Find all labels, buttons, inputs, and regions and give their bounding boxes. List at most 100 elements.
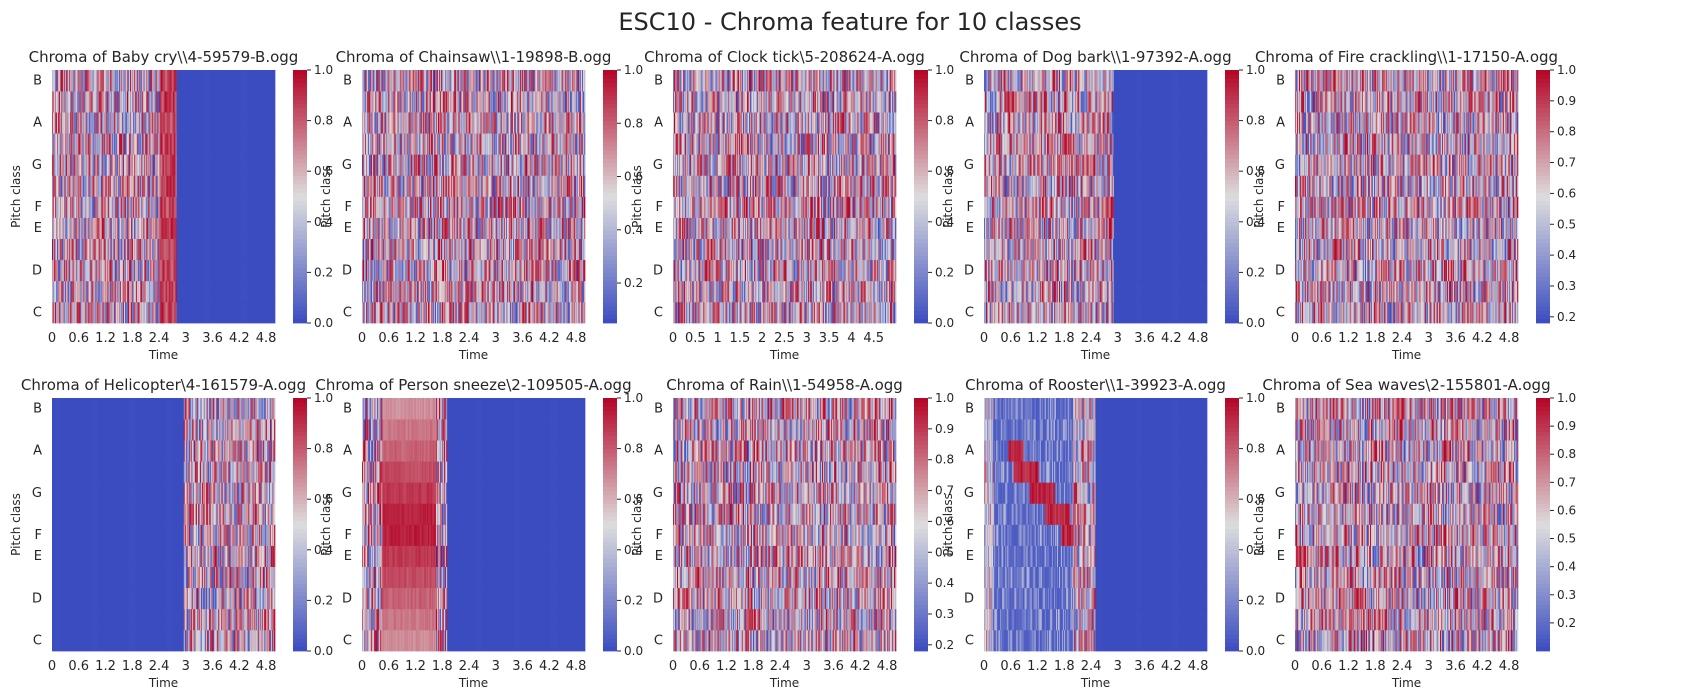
heatmap-cell bbox=[86, 133, 88, 155]
heatmap-cell bbox=[156, 133, 158, 155]
heatmap-cell bbox=[70, 196, 72, 218]
heatmap-cell bbox=[61, 175, 63, 197]
heatmap-cell bbox=[228, 238, 230, 261]
heatmap-cell bbox=[190, 280, 193, 303]
heatmap-cell bbox=[63, 301, 65, 324]
heatmap-cell bbox=[258, 238, 261, 261]
heatmap-cell bbox=[112, 91, 115, 113]
heatmap-cell bbox=[97, 112, 99, 134]
heatmap-cell bbox=[174, 280, 177, 303]
heatmap-cell bbox=[239, 175, 241, 197]
heatmap-cell bbox=[134, 301, 136, 324]
heatmap-cell bbox=[176, 112, 179, 134]
heatmap-cell bbox=[73, 175, 75, 197]
heatmap-cell bbox=[194, 133, 197, 155]
heatmap-cell bbox=[115, 112, 118, 134]
heatmap-cell bbox=[128, 91, 130, 113]
heatmap-cell bbox=[191, 217, 194, 240]
heatmap-cell bbox=[114, 238, 117, 261]
heatmap-cell bbox=[234, 112, 236, 134]
heatmap-cell bbox=[143, 280, 145, 303]
heatmap-cell bbox=[233, 259, 235, 282]
heatmap-cell bbox=[73, 259, 75, 282]
heatmap-cell bbox=[239, 259, 241, 282]
heatmap-cell bbox=[257, 196, 260, 218]
heatmap-cell bbox=[65, 238, 67, 261]
heatmap-cell bbox=[233, 217, 235, 240]
heatmap-cell bbox=[191, 301, 194, 324]
colorbar-segment bbox=[293, 154, 307, 159]
heatmap-cell bbox=[110, 238, 113, 261]
heatmap-cell bbox=[180, 175, 183, 197]
heatmap-cell bbox=[116, 196, 119, 218]
heatmap-cell bbox=[207, 301, 209, 324]
heatmap-cell bbox=[147, 301, 149, 324]
heatmap-cell bbox=[246, 259, 248, 282]
heatmap-cell bbox=[76, 238, 78, 261]
heatmap-cell bbox=[171, 112, 173, 134]
heatmap-cell bbox=[198, 238, 201, 261]
heatmap-cell bbox=[70, 91, 72, 113]
heatmap-cell bbox=[70, 70, 72, 92]
heatmap-cell bbox=[206, 154, 208, 176]
heatmap-cell bbox=[164, 217, 166, 240]
heatmap-cell bbox=[255, 91, 258, 113]
heatmap-cell bbox=[260, 112, 263, 134]
colorbar-segment bbox=[293, 183, 307, 189]
heatmap-cell bbox=[135, 133, 137, 155]
heatmap-cell bbox=[114, 280, 117, 303]
heatmap-cell bbox=[57, 259, 59, 282]
heatmap-cell bbox=[92, 175, 94, 197]
heatmap-cell bbox=[122, 280, 125, 303]
heatmap-cell bbox=[62, 259, 64, 282]
heatmap-cell bbox=[134, 175, 136, 197]
colorbar-segment bbox=[293, 141, 307, 147]
heatmap-cell bbox=[75, 196, 77, 218]
heatmap-cell bbox=[240, 196, 242, 218]
heatmap-cell bbox=[192, 175, 195, 197]
heatmap-cell bbox=[96, 70, 98, 92]
heatmap-cell bbox=[106, 238, 109, 261]
heatmap-cell bbox=[244, 133, 246, 155]
heatmap-cell bbox=[56, 301, 58, 324]
heatmap-cell bbox=[76, 175, 78, 197]
heatmap-cell bbox=[151, 280, 153, 303]
heatmap-cell bbox=[70, 259, 72, 282]
heatmap-cell bbox=[194, 238, 197, 261]
heatmap-cell bbox=[81, 154, 83, 176]
heatmap-cell bbox=[232, 91, 234, 113]
heatmap-cell bbox=[119, 154, 122, 176]
heatmap-cell bbox=[208, 91, 210, 113]
heatmap-cell bbox=[249, 280, 252, 303]
heatmap-cell bbox=[233, 112, 235, 134]
heatmap-cell bbox=[220, 91, 222, 113]
heatmap-cell bbox=[128, 154, 130, 176]
heatmap-cell bbox=[155, 154, 157, 176]
heatmap-cell bbox=[102, 301, 105, 324]
heatmap-cell bbox=[199, 301, 202, 324]
heatmap-cell bbox=[215, 238, 217, 261]
heatmap-cell bbox=[142, 196, 144, 218]
heatmap-cell bbox=[133, 196, 135, 218]
heatmap-cell bbox=[219, 280, 221, 303]
heatmap-cell bbox=[226, 112, 228, 134]
heatmap-cell bbox=[209, 70, 211, 92]
heatmap-cell bbox=[135, 238, 137, 261]
heatmap-cell bbox=[232, 301, 234, 324]
heatmap-cell bbox=[108, 238, 111, 261]
heatmap-cell bbox=[251, 133, 254, 155]
heatmap-cell bbox=[89, 196, 91, 218]
heatmap-cell bbox=[91, 112, 93, 134]
heatmap-cell bbox=[178, 259, 181, 282]
heatmap-cell bbox=[83, 154, 85, 176]
heatmap-cell bbox=[155, 112, 157, 134]
heatmap-cell bbox=[187, 133, 190, 155]
heatmap-cell bbox=[250, 301, 253, 324]
heatmap-cell bbox=[188, 280, 191, 303]
heatmap-cell bbox=[107, 238, 110, 261]
heatmap-cell bbox=[74, 217, 76, 240]
heatmap-cell bbox=[105, 217, 108, 240]
heatmap-cell bbox=[127, 301, 129, 324]
heatmap-cell bbox=[65, 301, 67, 324]
heatmap-cell bbox=[226, 91, 228, 113]
